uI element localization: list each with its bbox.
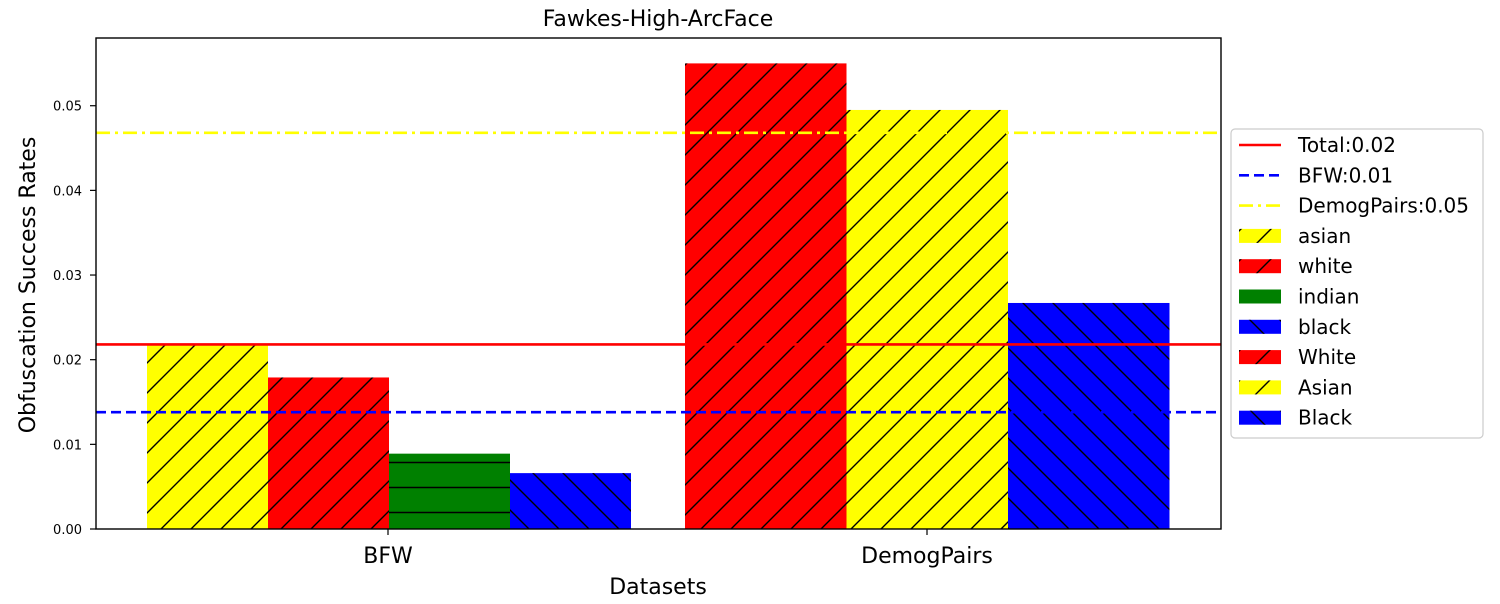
x-tick-label-bfw: BFW	[363, 544, 413, 569]
legend-label-indian: indian	[1298, 285, 1359, 309]
legend-frame	[1230, 128, 1484, 439]
x-tick-label-demogpairs: DemogPairs	[861, 544, 993, 569]
legend-swatch-hatch-asian	[1239, 228, 1281, 243]
y-tick-label-2: 0.02	[53, 354, 82, 369]
chart-title: Fawkes-High-ArcFace	[543, 7, 773, 32]
legend-label-total-0-02: Total:0.02	[1297, 133, 1396, 157]
legend-swatch-hatch-white	[1239, 350, 1281, 365]
legend-label-asian: asian	[1298, 224, 1351, 248]
legend-label-white: white	[1298, 254, 1353, 278]
legend-swatch-hatch-black	[1239, 319, 1281, 334]
legend-swatch-hatch-white	[1239, 259, 1281, 274]
legend-label-bfw-0-01: BFW:0.01	[1298, 163, 1393, 187]
y-tick-label-4: 0.04	[53, 184, 82, 199]
x-axis-title: Datasets	[609, 575, 707, 600]
bar-hatch-white-bfw	[268, 377, 389, 529]
legend-swatch-hatch-asian	[1239, 380, 1281, 395]
legend-label-asian: Asian	[1298, 375, 1353, 399]
legend-label-white: White	[1298, 345, 1356, 369]
y-tick-label-5: 0.05	[53, 100, 82, 115]
legend-label-black: Black	[1298, 406, 1353, 430]
bar-hatch-black-bfw	[510, 473, 631, 529]
plot-frame	[95, 37, 1222, 530]
legend: Total:0.02 BFW:0.01 DemogPairs:0.05 asian wh…	[1230, 128, 1484, 439]
legend-swatch-hatch-black	[1239, 410, 1281, 425]
plot-area	[96, 63, 1221, 530]
legend-label-black: black	[1298, 315, 1352, 339]
bar-hatch-indian-bfw	[389, 453, 510, 529]
legend-label-demogpairs-0-05: DemogPairs:0.05	[1298, 194, 1469, 218]
bar-hatch-white-demogpairs	[685, 63, 847, 530]
axes: BFW DemogPairs 0.00 0.01 0.02 0.03 0.04 0.05	[53, 100, 993, 569]
bar-hatch-asian-demogpairs	[846, 109, 1008, 529]
y-axis-title: Obfuscation Success Rates	[16, 137, 41, 434]
y-tick-label-3: 0.03	[53, 269, 82, 284]
bar-hatch-asian-bfw	[147, 345, 268, 529]
y-tick-label-0: 0.00	[53, 523, 82, 538]
bar-hatch-black-demogpairs	[1008, 302, 1170, 529]
y-tick-label-1: 0.01	[53, 438, 82, 453]
legend-swatch-hatch-indian	[1239, 289, 1281, 304]
